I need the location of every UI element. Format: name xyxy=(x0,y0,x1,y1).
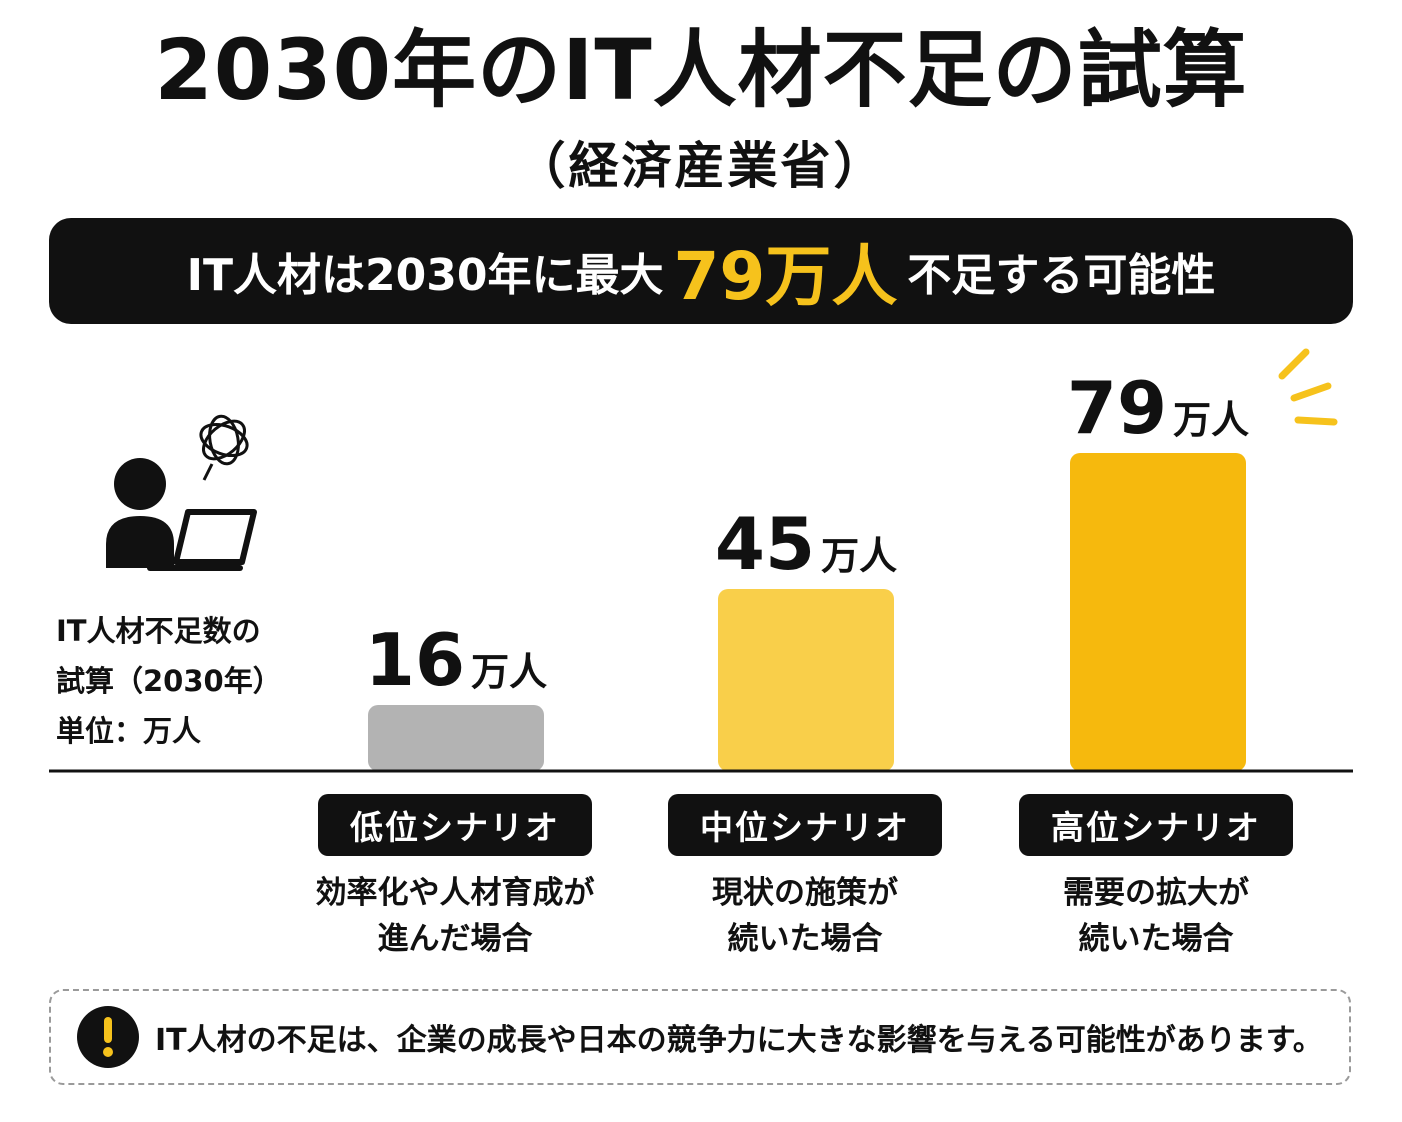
bar-chart: 16 万人 45 万人 79 万人 xyxy=(49,366,1353,773)
scenario-tag-high: 高位シナリオ xyxy=(1019,794,1293,856)
unit-label-line3: 単位：万人 xyxy=(56,714,202,748)
bar-2 xyxy=(718,589,894,771)
banner-highlight: 79万人 xyxy=(673,238,898,315)
bar-value-label-3: 79 万人 xyxy=(1067,366,1249,450)
scenario-desc-low: 効率化や人材育成が 進んだ場合 xyxy=(275,870,635,962)
banner-text-before: IT人材は2030年に最大 xyxy=(186,250,664,301)
unit-label-line2: 試算（2030年） xyxy=(56,664,282,698)
banner-text-after: 不足する可能性 xyxy=(907,250,1216,301)
emphasis-spark-icon xyxy=(1278,348,1338,426)
headline-banner: IT人材は2030年に最大 79万人 不足する可能性 xyxy=(49,218,1353,324)
chart-title: 2030年のIT人材不足の試算 xyxy=(154,21,1248,119)
scenario-desc-high-line1: 需要の拡大が xyxy=(1063,875,1249,911)
exclamation-icon xyxy=(77,1006,139,1068)
scenario-tag-mid: 中位シナリオ xyxy=(668,794,942,856)
bar-value-label-1: 16 万人 xyxy=(365,618,547,702)
unit-label-line1: IT人材不足数の xyxy=(56,614,261,648)
scenario-desc-mid-line2: 続いた場合 xyxy=(727,921,883,957)
scenario-desc-low-line1: 効率化や人材育成が xyxy=(315,875,595,911)
chart-subtitle: （経済産業省） xyxy=(515,137,887,195)
bar-1 xyxy=(368,705,544,771)
bar-value-label-2: 45 万人 xyxy=(715,502,897,586)
scenario-desc-high: 需要の拡大が 続いた場合 xyxy=(976,870,1336,962)
scenario-desc-low-line2: 進んだ場合 xyxy=(377,921,533,957)
note-text: IT人材の不足は、企業の成長や日本の競争力に大きな影響を与える可能性があります。 xyxy=(155,1023,1323,1058)
note-box: IT人材の不足は、企業の成長や日本の競争力に大きな影響を与える可能性があります。 xyxy=(49,989,1351,1085)
scenario-desc-mid-line1: 現状の施策が xyxy=(712,875,898,911)
person-laptop-icon xyxy=(106,414,257,571)
scenario-desc-high-line2: 続いた場合 xyxy=(1078,921,1234,957)
unit-label: IT人材不足数の 試算（2030年） 単位：万人 xyxy=(56,606,356,756)
bar-3 xyxy=(1070,453,1246,771)
scenario-tag-low: 低位シナリオ xyxy=(318,794,592,856)
scenario-desc-mid: 現状の施策が 続いた場合 xyxy=(625,870,985,962)
